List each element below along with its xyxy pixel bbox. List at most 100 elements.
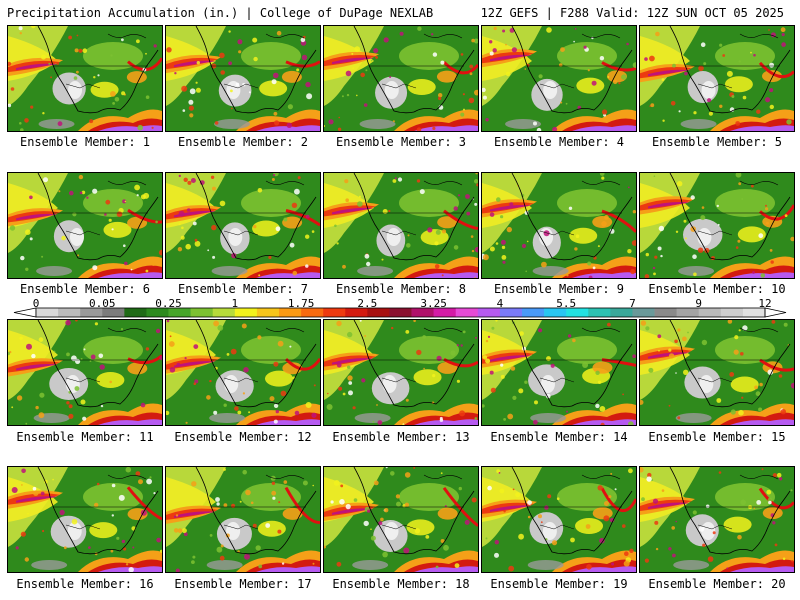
- precip-map: [482, 320, 636, 425]
- ensemble-member-map: [165, 319, 321, 426]
- colorbar-swatch: [367, 308, 390, 317]
- member-label: Ensemble Member: 14: [490, 430, 628, 444]
- colorbar-swatch: [168, 308, 191, 317]
- colorbar-swatch: [477, 308, 501, 317]
- precip-map: [640, 26, 794, 131]
- precip-map: [324, 467, 478, 572]
- colorbar-swatch: [102, 308, 125, 317]
- member-label: Ensemble Member: 3: [335, 135, 467, 149]
- member-label: Ensemble Member: 11: [16, 430, 154, 444]
- member-label: Ensemble Member: 7: [177, 282, 309, 296]
- precip-map: [640, 173, 794, 278]
- colorbar-tick-label: 0.05: [89, 297, 116, 310]
- colorbar-swatch: [698, 308, 722, 317]
- member-label: Ensemble Member: 17: [174, 577, 312, 591]
- ensemble-member-map: [165, 466, 321, 573]
- colorbar-swatch: [433, 308, 457, 317]
- colorbar-tick-label: 5.5: [556, 297, 577, 310]
- colorbar-swatch: [146, 308, 169, 317]
- precip-map: [324, 320, 478, 425]
- ensemble-member-map: [481, 319, 637, 426]
- precip-map: [324, 26, 478, 131]
- member-label: Ensemble Member: 20: [648, 577, 786, 591]
- precip-map: [482, 467, 636, 572]
- member-label: Ensemble Member: 10: [648, 282, 786, 296]
- colorbar-tick-label: 0.25: [155, 297, 182, 310]
- precip-map: [482, 26, 636, 131]
- colorbar-swatch: [544, 308, 567, 317]
- colorbar-tick-label: 9: [695, 297, 703, 310]
- member-label: Ensemble Member: 19: [490, 577, 628, 591]
- colorbar-swatch: [720, 308, 744, 317]
- colorbar-swatch: [588, 308, 611, 317]
- ensemble-member-map: [165, 172, 321, 279]
- precip-map: [640, 467, 794, 572]
- ensemble-member-map: [323, 172, 479, 279]
- colorbar-swatch: [234, 308, 258, 317]
- colorbar-swatch: [256, 308, 280, 317]
- colorbar-outline: [35, 307, 766, 318]
- colorbar-tick-label: 4: [496, 297, 504, 310]
- colorbar-swatch: [279, 308, 302, 317]
- member-label: Ensemble Member: 2: [177, 135, 309, 149]
- ensemble-member-map: [481, 25, 637, 132]
- member-label: Ensemble Member: 15: [648, 430, 786, 444]
- ensemble-member-map: [639, 25, 795, 132]
- precip-map: [640, 320, 794, 425]
- colorbar-swatch: [389, 308, 412, 317]
- colorbar-tick-label: 0: [32, 297, 40, 310]
- colorbar-swatch: [676, 308, 700, 317]
- member-label: Ensemble Member: 5: [651, 135, 783, 149]
- colorbar-swatch: [610, 308, 633, 317]
- ensemble-member-map: [481, 172, 637, 279]
- ensemble-member-map: [7, 466, 163, 573]
- member-label: Ensemble Member: 18: [332, 577, 470, 591]
- ensemble-member-map: [323, 25, 479, 132]
- member-label: Ensemble Member: 8: [335, 282, 467, 296]
- colorbar-swatch: [499, 308, 523, 317]
- ensemble-member-map: [7, 25, 163, 132]
- precip-map: [324, 173, 478, 278]
- colorbar-swatch: [212, 308, 236, 317]
- colorbar-swatch: [301, 308, 324, 317]
- colorbar-swatch: [323, 308, 346, 317]
- colorbar-tick-label: 12: [758, 297, 772, 310]
- colorbar-swatch: [566, 308, 589, 317]
- ensemble-member-map: [639, 172, 795, 279]
- colorbar-swatch: [654, 308, 677, 317]
- member-label: Ensemble Member: 12: [174, 430, 312, 444]
- colorbar-swatch: [522, 308, 545, 317]
- ensemble-member-map: [323, 319, 479, 426]
- precip-map: [8, 320, 162, 425]
- colorbar-swatch: [345, 308, 368, 317]
- precip-map: [166, 26, 320, 131]
- member-label: Ensemble Member: 4: [493, 135, 625, 149]
- ensemble-member-map: [639, 319, 795, 426]
- colorbar-swatch: [742, 308, 766, 317]
- colorbar-swatch: [80, 308, 103, 317]
- precip-map: [8, 467, 162, 572]
- member-label: Ensemble Member: 13: [332, 430, 470, 444]
- colorbar-tick-label: 7: [629, 297, 636, 310]
- precip-map: [166, 467, 320, 572]
- colorbar: [13, 307, 787, 318]
- colorbar-tick-label: 1.75: [287, 297, 315, 310]
- colorbar-swatch: [455, 308, 479, 317]
- run-info: 12Z GEFS | F288 Valid: 12Z SUN OCT 05 20…: [480, 6, 784, 20]
- colorbar-swatch: [190, 308, 214, 317]
- precip-map: [166, 320, 320, 425]
- ensemble-member-map: [323, 466, 479, 573]
- precip-map: [166, 173, 320, 278]
- colorbar-swatch: [36, 308, 59, 317]
- ensemble-member-map: [165, 25, 321, 132]
- ensemble-member-map: [481, 466, 637, 573]
- colorbar-swatch: [124, 308, 147, 317]
- colorbar-tick-label: 2.5: [357, 297, 378, 310]
- map-title: Precipitation Accumulation (in.) | Colle…: [7, 6, 434, 20]
- member-label: Ensemble Member: 16: [16, 577, 154, 591]
- colorbar-swatch: [58, 308, 81, 317]
- member-label: Ensemble Member: 1: [19, 135, 151, 149]
- member-label: Ensemble Member: 9: [493, 282, 625, 296]
- precip-map: [8, 173, 162, 278]
- colorbar-tick-label: 3.25: [420, 297, 447, 310]
